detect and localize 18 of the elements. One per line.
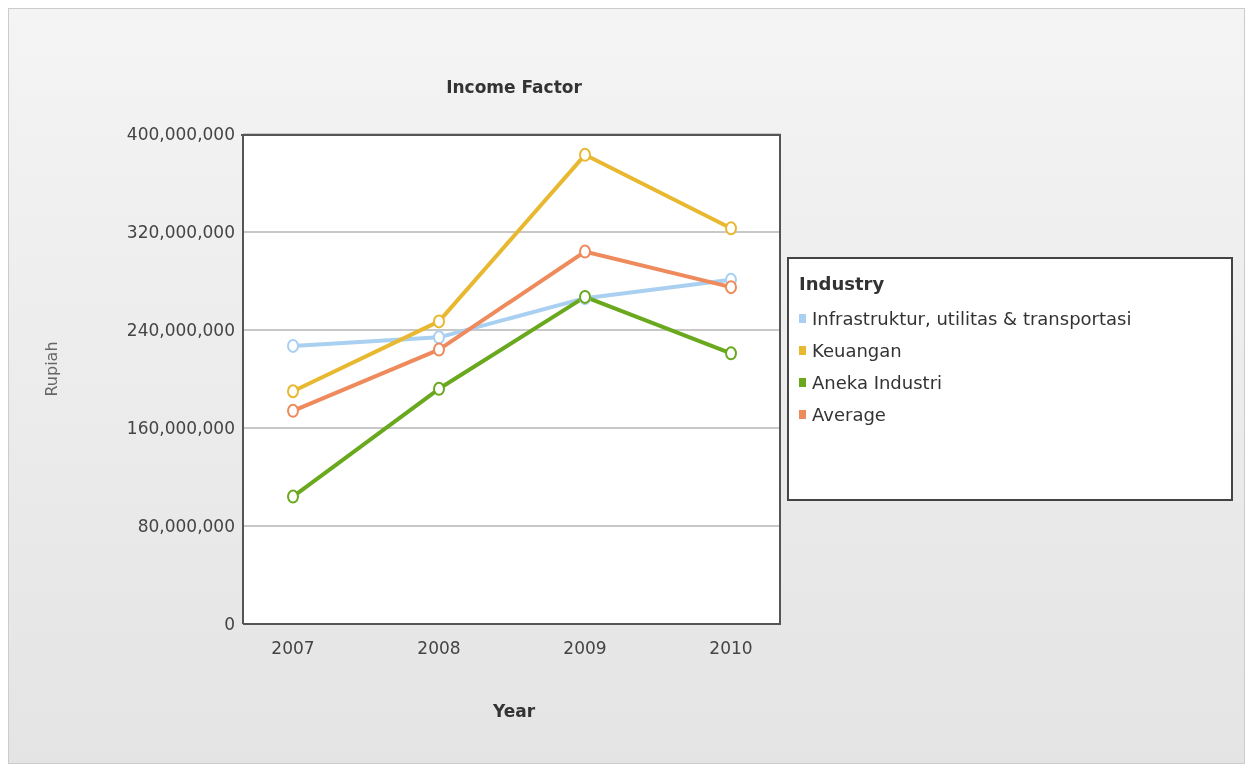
y-tick-label: 400,000,000 (126, 124, 235, 145)
y-tick-label: 240,000,000 (126, 320, 235, 341)
y-tick-label: 0 (224, 614, 235, 635)
legend-label: Average (811, 402, 887, 427)
x-tick-label: 2008 (417, 638, 461, 659)
x-tick-label: 2009 (563, 638, 607, 659)
legend-label: Keuangan (811, 338, 903, 363)
legend-title: Industry (799, 273, 886, 294)
chart-title: Income Factor (445, 77, 583, 97)
x-axis-title: Year (491, 701, 537, 721)
x-tick-label: 2007 (271, 638, 315, 659)
legend-label: Aneka Industri (811, 370, 944, 395)
y-axis-title: Rupiah (41, 341, 61, 397)
y-tick-label: 160,000,000 (126, 418, 235, 439)
x-tick-label: 2010 (709, 638, 753, 659)
y-tick-label: 320,000,000 (126, 222, 235, 243)
legend-label: Infrastruktur, utilitas & transportasi (811, 306, 1133, 331)
y-tick-label: 80,000,000 (137, 516, 235, 537)
